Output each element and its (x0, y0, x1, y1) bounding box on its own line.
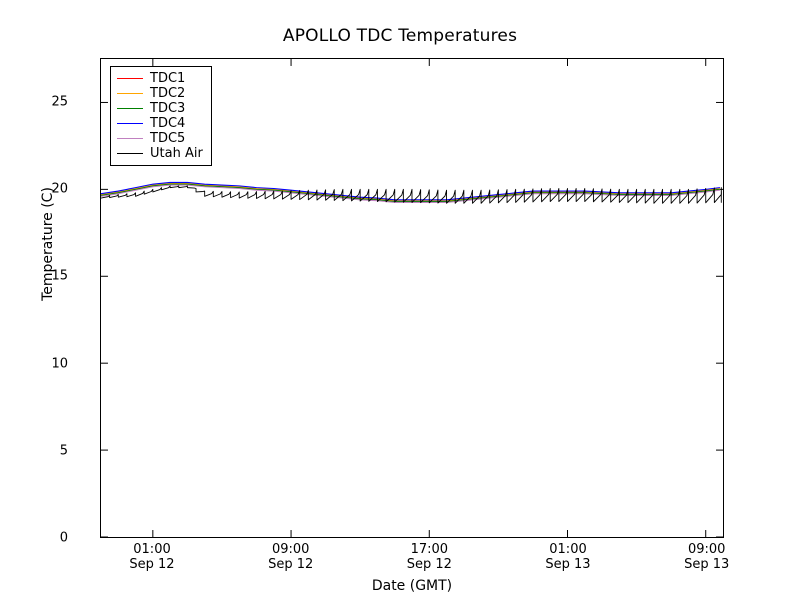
legend-item-utah-air: Utah Air (117, 146, 203, 161)
x-tick-label-3: 01:00 Sep 13 (545, 542, 591, 572)
chart-title: APOLLO TDC Temperatures (282, 26, 518, 46)
legend-item-tdc2: TDC2 (117, 86, 203, 101)
legend-label-tdc1: TDC1 (150, 71, 186, 86)
legend-label-tdc5: TDC5 (150, 131, 186, 146)
legend-swatch-tdc4 (117, 123, 143, 124)
y-tick-label-10: 10 (51, 356, 68, 371)
legend-item-tdc1: TDC1 (117, 71, 203, 86)
x-tick-label-0: 01:00 Sep 12 (129, 542, 175, 572)
legend-label-tdc3: TDC3 (150, 101, 186, 116)
y-tick-label-5: 5 (59, 443, 68, 459)
y-tick-label-20: 20 (51, 181, 68, 197)
y-tick-label-25: 25 (51, 94, 68, 110)
legend-label-tdc2: TDC2 (150, 86, 186, 101)
chart-canvas (101, 59, 723, 537)
legend-swatch-tdc1 (117, 78, 143, 79)
legend-label-utah-air: Utah Air (150, 146, 203, 161)
y-tick-label-15: 15 (51, 268, 68, 284)
legend-item-tdc3: TDC3 (117, 101, 203, 116)
legend-swatch-tdc5 (117, 138, 143, 139)
x-tick-label-1: 09:00 Sep 12 (268, 542, 314, 572)
x-tick-label-2: 17:00 Sep 12 (406, 542, 452, 572)
legend-swatch-tdc2 (117, 93, 143, 94)
legend-swatch-utah-air (117, 153, 143, 154)
x-axis-label: Date (GMT) (371, 578, 453, 594)
legend-item-tdc5: TDC5 (117, 131, 203, 146)
x-tick-label-4: 09:00 Sep 13 (684, 542, 730, 572)
legend-label-tdc4: TDC4 (150, 116, 186, 131)
chart-legend: TDC1 TDC2 TDC3 TDC4 TDC5 Utah Air (110, 66, 212, 166)
legend-swatch-tdc3 (117, 108, 143, 109)
y-tick-label-0: 0 (59, 530, 68, 546)
legend-item-tdc4: TDC4 (117, 116, 203, 131)
